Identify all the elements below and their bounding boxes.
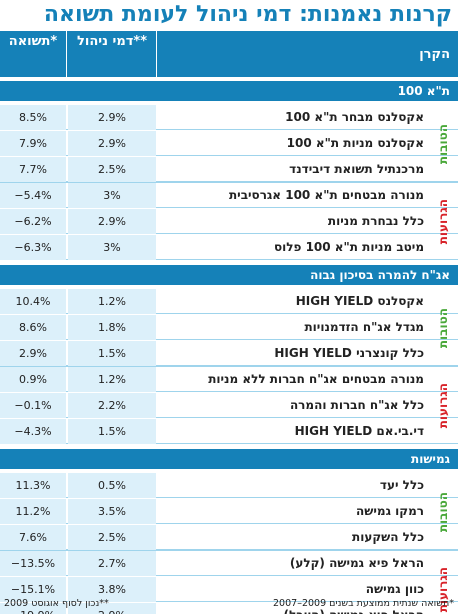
- fund-name-cell: כלל יעד: [379, 478, 424, 492]
- return-cell: 11.2%: [0, 499, 66, 524]
- fund-name-cell: מנורה מבטחים אג"ח חברות ללא מניות: [208, 372, 424, 386]
- fee-cell: 1.5%: [68, 341, 156, 366]
- fund-name-cell: כלל נבחרת מניות: [327, 214, 424, 228]
- best-group-label: הטובות: [432, 105, 454, 183]
- return-cell: ‎−6.3%: [0, 235, 66, 260]
- fund-name-cell: כלל אג"ח חברות והמרה: [289, 398, 424, 412]
- table-row: ‎−6.3% 3% מיטב מניות ת"א 100 פלוס: [0, 235, 458, 260]
- return-cell: ‎−15.1%: [0, 577, 66, 602]
- fee-cell: 2.9%: [68, 105, 156, 130]
- return-cell: 2.9%: [0, 341, 66, 366]
- header-divider: [66, 31, 67, 77]
- table-row: 2.9% 1.5% כלל קונצרני HIGH YIELD: [0, 341, 458, 366]
- group-divider: [0, 182, 458, 183]
- fee-cell: 2.7%: [68, 551, 156, 576]
- table-row: 7.6% 2.5% כלל השקעות: [0, 525, 458, 550]
- return-cell: 0.9%: [0, 367, 66, 392]
- worst-group-label: הגרועות: [432, 183, 454, 261]
- table-row: ‎−6.2% 2.9% כלל נבחרת מניות: [0, 209, 458, 234]
- table-row: 0.9% 1.2% מנורה מבטחים אג"ח חברות ללא מניו…: [0, 367, 458, 392]
- return-cell: ‎−0.1%: [0, 393, 66, 418]
- return-cell: 8.5%: [0, 105, 66, 130]
- return-cell: ‎−6.2%: [0, 209, 66, 234]
- fee-cell: 1.2%: [68, 367, 156, 392]
- fund-name-cell: כוון גמישה: [365, 582, 424, 596]
- fund-name-cell: אקסלנס מניות ת"א 100: [286, 136, 424, 150]
- return-cell: 7.6%: [0, 525, 66, 550]
- return-cell: ‎−19.9%: [0, 603, 66, 614]
- group-label-text: הטובות: [436, 491, 450, 533]
- table-row: ‎−4.3% 1.5% די.בי.אם HIGH YIELD: [0, 419, 458, 444]
- fund-name-cell: מרכנתיל תשואת דיבידנד: [289, 162, 424, 176]
- fee-cell: 3.8%: [68, 577, 156, 602]
- best-group-label: הטובות: [432, 473, 454, 551]
- fee-cell: 2.9%: [68, 131, 156, 156]
- fund-name-cell: הראל פיא גמישה (קלע): [289, 556, 424, 570]
- fund-name-cell: אקסלנס מבחר ת"א 100: [285, 110, 424, 124]
- fund-name-cell: רמקו גמישה: [356, 504, 424, 518]
- worst-group-label: הגרועות: [432, 367, 454, 445]
- section-header: אג"ח להמרה בסיכון גבוה: [0, 265, 458, 285]
- fund-name-cell: כלל השקעות: [352, 530, 424, 544]
- header-return: תשואה*: [8, 34, 58, 49]
- table-header: הקרן דמי ניהול** תשואה*: [0, 31, 458, 77]
- group-divider: [0, 550, 458, 551]
- header-divider: [156, 31, 157, 77]
- fund-name-cell: הראל פיא גמישה (היובל): [158, 603, 428, 614]
- group-label-text: הטובות: [436, 307, 450, 349]
- table-row: 8.5% 2.9% אקסלנס מבחר ת"א 100: [0, 105, 458, 130]
- table-row: 7.7% 2.5% מרכנתיל תשואת דיבידנד: [0, 157, 458, 182]
- fees-table: הקרן דמי ניהול** תשואה* ת"א 100 8.5% 2.9% א…: [0, 31, 458, 614]
- fee-cell: 2.2%: [68, 393, 156, 418]
- group-divider: [0, 366, 458, 367]
- return-cell: 10.4%: [0, 289, 66, 314]
- section-header: גמישות: [0, 449, 458, 469]
- fee-cell: 0.5%: [68, 473, 156, 498]
- return-cell: ‎−4.3%: [0, 419, 66, 444]
- return-cell: 8.6%: [0, 315, 66, 340]
- return-cell: 7.9%: [0, 131, 66, 156]
- section-header: ת"א 100: [0, 81, 458, 101]
- footer-notes: *תשואה שנתית ממוצעת בשנים 2009–2007 **נכ…: [0, 596, 458, 612]
- table-row: ‎−5.4% 3% מנורה מבטחים ת"א 100 אגרסיבית: [0, 183, 458, 208]
- group-label-text: הגרועות: [436, 383, 450, 429]
- fund-name-cell: כלל קונצרני HIGH YIELD: [274, 346, 424, 360]
- return-cell: ‎−5.4%: [0, 183, 66, 208]
- fee-cell: 1.2%: [68, 289, 156, 314]
- table-row: 8.6% 1.8% מגדל אג"ח הזדמנויות: [0, 315, 458, 340]
- fee-cell: 2.9%: [68, 603, 156, 614]
- fund-name-cell: די.בי.אם HIGH YIELD: [294, 424, 424, 438]
- header-fund: הקרן: [419, 46, 450, 62]
- table-row: 11.2% 3.5% רמקו גמישה: [0, 499, 458, 524]
- group-label-text: הטובות: [436, 123, 450, 165]
- fee-cell: 2.5%: [68, 157, 156, 182]
- fee-cell: 3%: [68, 183, 156, 208]
- footnote-fee: **נכון לסוף אוגוסט 2009: [4, 598, 109, 609]
- table-row: ‎−13.5% 2.7% הראל פיא גמישה (קלע): [0, 551, 458, 576]
- header-fee: דמי ניהול**: [77, 34, 147, 49]
- return-cell: 7.7%: [0, 157, 66, 182]
- table-row: 7.9% 2.9% אקסלנס מניות ת"א 100: [0, 131, 458, 156]
- footnote-return: *תשואה שנתית ממוצעת בשנים 2009–2007: [273, 598, 454, 609]
- group-label-text: הגרועות: [436, 199, 450, 245]
- fee-cell: 1.5%: [68, 419, 156, 444]
- fund-name-cell: מנורה מבטחים ת"א 100 אגרסיבית: [228, 188, 424, 202]
- page-title: קרנות נאמנות: דמי ניהול לעומת תשואה: [43, 2, 452, 27]
- table-row: 11.3% 0.5% כלל יעד: [0, 473, 458, 498]
- fee-cell: 1.8%: [68, 315, 156, 340]
- fee-cell: 3.5%: [68, 499, 156, 524]
- table-row: ‎−0.1% 2.2% כלל אג"ח חברות והמרה: [0, 393, 458, 418]
- table-row: ‎−19.9%2.9%הראל פיא גמישה (היובל): [0, 603, 458, 614]
- table-row: 10.4% 1.2% אקסלנס HIGH YIELD: [0, 289, 458, 314]
- fund-name-cell: מגדל אג"ח הזדמנויות: [304, 320, 424, 334]
- fund-name-cell: מיטב מניות ת"א 100 פלוס: [273, 240, 424, 254]
- fund-name-cell: אקסלנס HIGH YIELD: [295, 294, 424, 308]
- best-group-label: הטובות: [432, 289, 454, 367]
- fee-cell: 3%: [68, 235, 156, 260]
- return-cell: ‎−13.5%: [0, 551, 66, 576]
- fee-cell: 2.9%: [68, 209, 156, 234]
- return-cell: 11.3%: [0, 473, 66, 498]
- table-row: ‎−15.1% 3.8% כוון גמישה: [0, 577, 458, 602]
- fee-cell: 2.5%: [68, 525, 156, 550]
